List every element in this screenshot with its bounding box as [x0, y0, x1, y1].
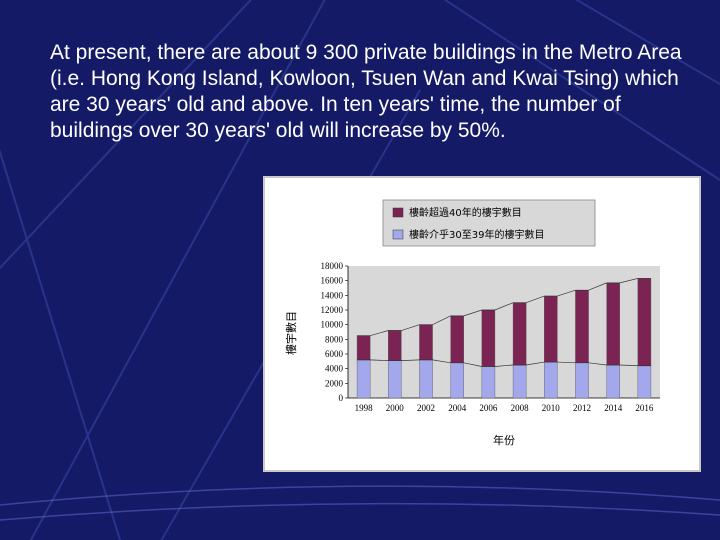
bar-30-39-2002 — [419, 359, 433, 399]
y-tick-label: 16000 — [321, 276, 344, 286]
bar-30-39-2016 — [637, 365, 652, 399]
x-tick-label: 2008 — [511, 403, 529, 413]
plot-area: 0 2000 4000 6000 8000 10000 12000 14000 16000 180… — [321, 261, 660, 413]
x-tick-label: 2016 — [635, 403, 654, 413]
y-tick-label: 18000 — [321, 261, 344, 271]
bar-over-40-1998 — [356, 335, 371, 361]
y-tick-label: 6000 — [325, 349, 344, 359]
bar-over-40-2010 — [544, 295, 558, 363]
legend-swatch-over-40 — [392, 207, 404, 218]
legend-label-over-40: 樓齡超過40年的樓宇數目 — [409, 206, 522, 219]
legend: 樓齡超過40年的樓宇數目 樓齡介乎30至39年的樓宇數目 — [382, 199, 596, 247]
y-tick-label: 12000 — [321, 305, 344, 315]
x-tick-label: 2002 — [417, 403, 435, 413]
bar-30-39-2000 — [388, 360, 402, 399]
chart-image: 樓齡超過40年的樓宇數目 樓齡介乎30至39年的樓宇數目 0 2000 4000 60… — [263, 176, 701, 472]
bar-30-39-2006 — [481, 366, 496, 399]
bar-over-40-2016 — [637, 278, 652, 366]
x-tick-label: 2010 — [542, 403, 561, 413]
y-tick-label: 2000 — [325, 378, 344, 388]
x-axis-title: 年份 — [493, 433, 515, 447]
series-line-30-39 — [357, 359, 651, 367]
y-tick-label: 14000 — [321, 290, 344, 300]
bar-over-40-2008 — [512, 302, 527, 366]
y-tick-label: 10000 — [321, 320, 344, 330]
bar-30-39-2012 — [575, 362, 589, 399]
legend-swatch-30-39 — [392, 229, 404, 240]
bar-over-40-2000 — [388, 330, 402, 361]
x-tick-label: 2000 — [386, 403, 405, 413]
series-line-over-40 — [357, 278, 651, 337]
bar-30-39-2004 — [450, 362, 464, 399]
bar-over-40-2004 — [450, 315, 464, 364]
slide-paragraph: At present, there are about 9 300 privat… — [50, 41, 682, 142]
bar-30-39-2008 — [512, 364, 527, 399]
x-tick-label: 2012 — [573, 403, 591, 413]
y-tick-label: 8000 — [325, 334, 344, 344]
bar-over-40-2012 — [575, 289, 589, 363]
bar-30-39-1998 — [356, 359, 371, 399]
y-tick-label: 0 — [339, 393, 344, 403]
bar-30-39-2010 — [544, 361, 558, 399]
x-tick-label: 2004 — [448, 403, 467, 413]
bar-over-40-2014 — [606, 282, 620, 366]
x-tick-label: 2014 — [604, 403, 623, 413]
chart-svg: 樓齡超過40年的樓宇數目 樓齡介乎30至39年的樓宇數目 0 2000 4000 60… — [284, 199, 660, 447]
bar-over-40-2002 — [419, 324, 433, 361]
y-tick-label: 4000 — [325, 364, 344, 374]
bar-over-40-2006 — [481, 309, 496, 367]
legend-label-30-39: 樓齡介乎30至39年的樓宇數目 — [409, 228, 544, 241]
x-tick-label: 1998 — [355, 403, 374, 413]
x-tick-label: 2006 — [479, 403, 498, 413]
y-axis-title: 樓宇數目 — [284, 311, 298, 355]
bar-30-39-2014 — [606, 364, 620, 399]
